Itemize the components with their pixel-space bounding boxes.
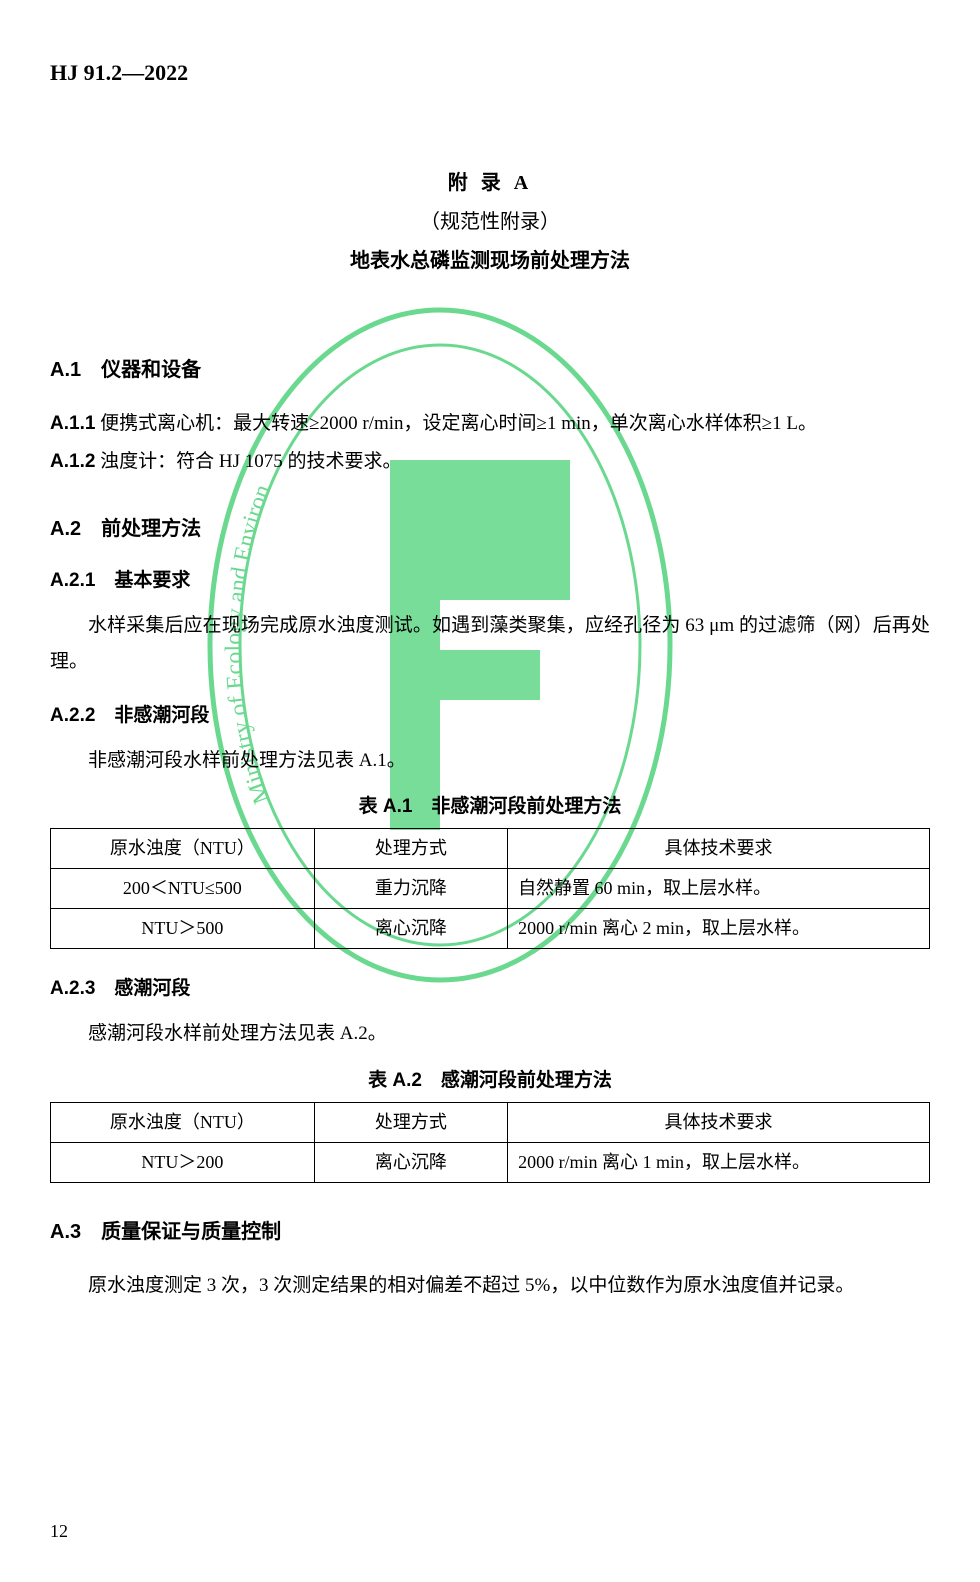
table-row: 原水浊度（NTU） 处理方式 具体技术要求 <box>51 829 930 869</box>
table-cell: NTU＞200 <box>51 1142 315 1182</box>
table-row: NTU＞200 离心沉降 2000 r/min 离心 1 min，取上层水样。 <box>51 1142 930 1182</box>
appendix-type: （规范性附录） <box>50 205 930 234</box>
document-code: HJ 91.2—2022 <box>50 60 930 86</box>
para-a2-1: 水样采集后应在现场完成原水浊度测试。如遇到藻类聚集，应经孔径为 63 μm 的过… <box>50 608 930 680</box>
table-header: 原水浊度（NTU） <box>51 829 315 869</box>
item-num: A.1.2 <box>50 451 95 472</box>
code-text: HJ 91.2—2022 <box>50 60 188 85</box>
table-row: 200＜NTU≤500 重力沉降 自然静置 60 min，取上层水样。 <box>51 869 930 909</box>
para-a2-3: 感潮河段水样前处理方法见表 A.2。 <box>50 1016 930 1052</box>
item-a1-2: A.1.2 浊度计：符合 HJ 1075 的技术要求。 <box>50 444 930 480</box>
para-a2-2: 非感潮河段水样前处理方法见表 A.1。 <box>50 743 930 779</box>
table-cell: 重力沉降 <box>314 869 507 909</box>
table-cell: 200＜NTU≤500 <box>51 869 315 909</box>
table-cell: 自然静置 60 min，取上层水样。 <box>508 869 930 909</box>
item-a1-1: A.1.1 便携式离心机：最大转速≥2000 r/min，设定离心时间≥1 mi… <box>50 406 930 442</box>
heading-a2-3: A.2.3 感潮河段 <box>50 973 930 1000</box>
appendix-label: 附 录 A <box>50 166 930 195</box>
table-cell: 离心沉降 <box>314 1142 507 1182</box>
item-text: 便携式离心机：最大转速≥2000 r/min，设定离心时间≥1 min，单次离心… <box>100 413 817 434</box>
heading-a2-2: A.2.2 非感潮河段 <box>50 700 930 727</box>
table-a2: 原水浊度（NTU） 处理方式 具体技术要求 NTU＞200 离心沉降 2000 … <box>50 1102 930 1183</box>
table-header: 具体技术要求 <box>508 829 930 869</box>
table-header: 原水浊度（NTU） <box>51 1102 315 1142</box>
para-a3: 原水浊度测定 3 次，3 次测定结果的相对偏差不超过 5%，以中位数作为原水浊度… <box>50 1268 930 1304</box>
table-header: 处理方式 <box>314 1102 507 1142</box>
heading-a2-1: A.2.1 基本要求 <box>50 565 930 592</box>
table-row: NTU＞500 离心沉降 2000 r/min 离心 2 min，取上层水样。 <box>51 909 930 949</box>
heading-a3: A.3 质量保证与质量控制 <box>50 1215 930 1244</box>
table-cell: 离心沉降 <box>314 909 507 949</box>
table-cell: NTU＞500 <box>51 909 315 949</box>
heading-a2: A.2 前处理方法 <box>50 512 930 541</box>
item-text: 浊度计：符合 HJ 1075 的技术要求。 <box>100 451 401 472</box>
table-a1-caption: 表 A.1 非感潮河段前处理方法 <box>50 791 930 818</box>
appendix-title: 地表水总磷监测现场前处理方法 <box>50 244 930 273</box>
page-number: 12 <box>50 1521 68 1542</box>
table-cell: 2000 r/min 离心 1 min，取上层水样。 <box>508 1142 930 1182</box>
table-a1: 原水浊度（NTU） 处理方式 具体技术要求 200＜NTU≤500 重力沉降 自… <box>50 828 930 949</box>
table-header: 具体技术要求 <box>508 1102 930 1142</box>
table-row: 原水浊度（NTU） 处理方式 具体技术要求 <box>51 1102 930 1142</box>
table-cell: 2000 r/min 离心 2 min，取上层水样。 <box>508 909 930 949</box>
table-a2-caption: 表 A.2 感潮河段前处理方法 <box>50 1065 930 1092</box>
heading-a1: A.1 仪器和设备 <box>50 353 930 382</box>
item-num: A.1.1 <box>50 413 95 434</box>
table-header: 处理方式 <box>314 829 507 869</box>
